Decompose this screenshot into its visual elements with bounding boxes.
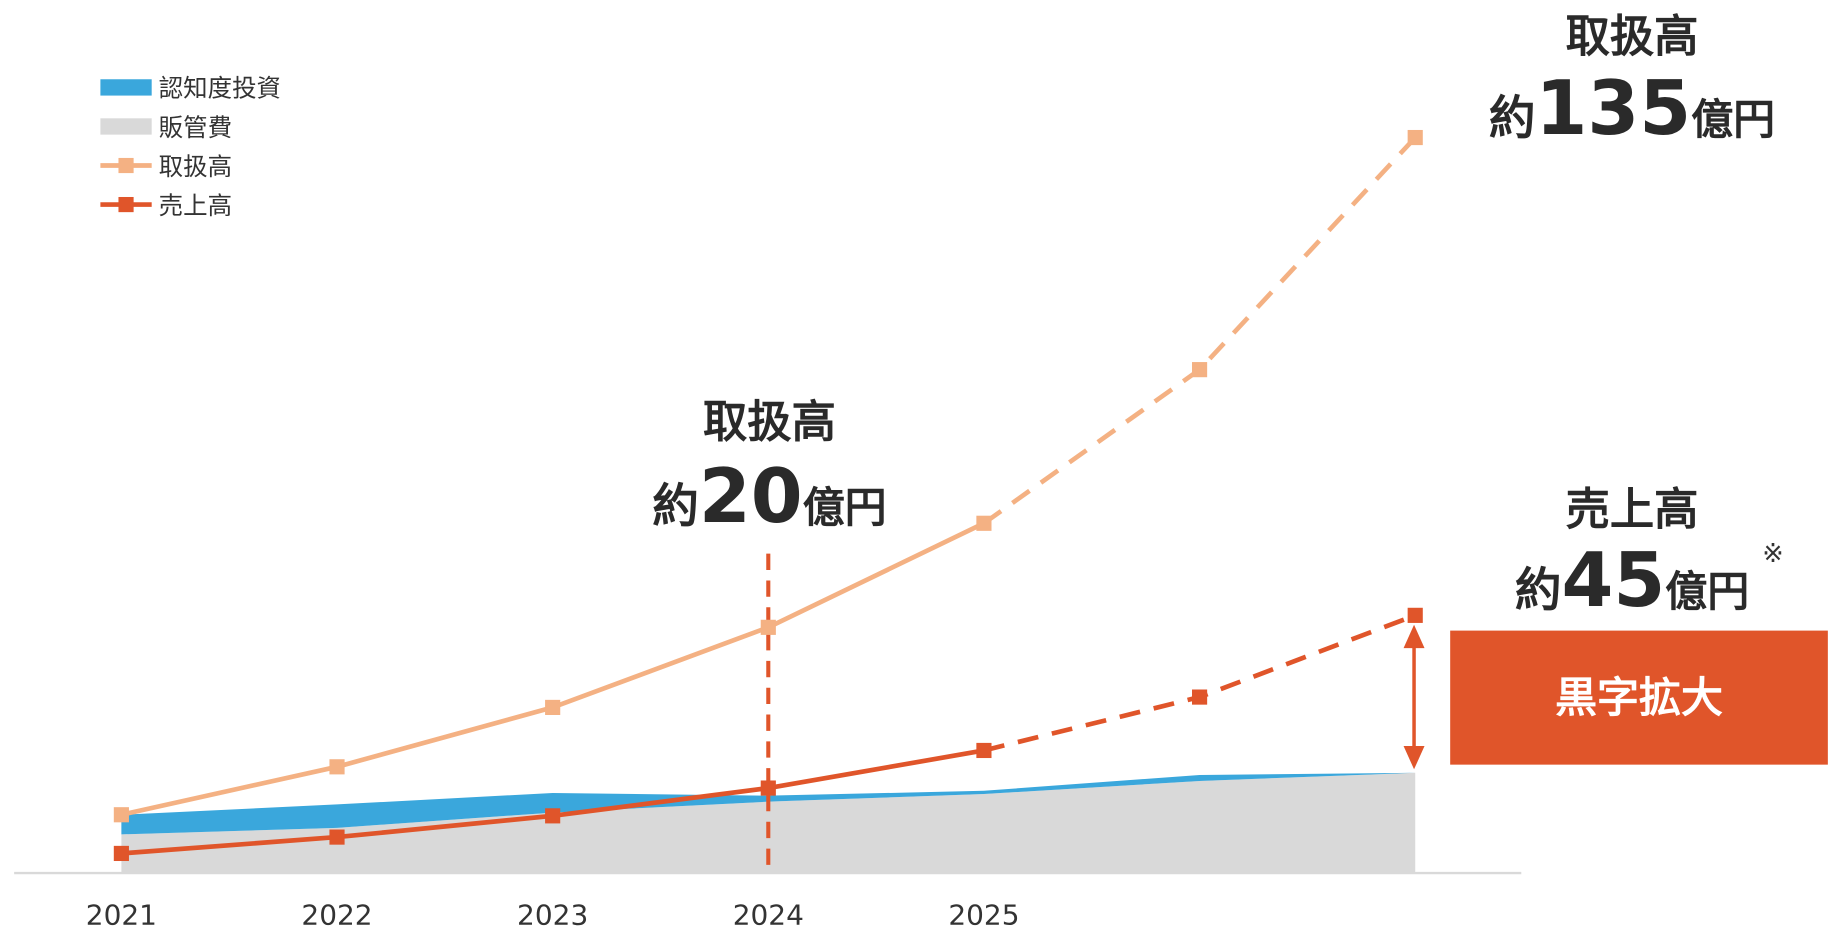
line-forecast [982, 135, 1417, 526]
number: 135 [1536, 65, 1692, 152]
legend-swatch [118, 157, 134, 174]
annotation-value: 約20億円 [652, 453, 886, 540]
marker [545, 808, 561, 824]
legend-label: 売上高 [159, 191, 232, 220]
prefix: 約 [1489, 91, 1536, 145]
marker [1407, 129, 1423, 146]
callout-box [1450, 630, 1828, 765]
unit: 億円 [803, 483, 887, 532]
marker [113, 845, 129, 862]
unit: 億円 [1691, 95, 1775, 144]
marker [976, 515, 992, 531]
legend-label: 認知度投資 [159, 74, 281, 103]
number: 20 [699, 453, 803, 540]
marker [1192, 689, 1208, 705]
legend-swatch [100, 79, 152, 96]
prefix: 約 [1515, 563, 1562, 617]
annotation-value: 約45億円 [1515, 537, 1749, 624]
marker [976, 742, 992, 759]
unit: 億円 [1665, 567, 1749, 616]
marker [760, 780, 776, 796]
marker [760, 619, 776, 635]
x-tick-label: 2021 [86, 898, 157, 929]
legend-swatch [118, 196, 134, 213]
callout-text: 黒字拡大 [1555, 673, 1723, 722]
legend-swatch [100, 118, 152, 135]
area [121, 772, 1416, 835]
marker [329, 829, 345, 845]
line-forecast [983, 613, 1417, 753]
x-tick-label: 2025 [948, 898, 1019, 929]
legend-label: 販管費 [159, 113, 232, 142]
arrow [1403, 624, 1425, 770]
number: 45 [1561, 537, 1665, 624]
marker [545, 699, 561, 716]
marker [1192, 362, 1208, 378]
marker [329, 759, 345, 775]
x-tick-label: 2022 [301, 898, 372, 929]
annotation-title: 取扱高 [703, 397, 836, 448]
prefix: 約 [652, 479, 699, 533]
x-tick-label: 2024 [733, 898, 804, 929]
annotation-title: 売上高 [1566, 485, 1699, 536]
marker [1407, 607, 1423, 623]
x-tick-label: 2023 [517, 898, 588, 929]
legend-label: 取扱高 [159, 152, 232, 181]
annotation-value: 約135億円 [1489, 65, 1775, 152]
marker [113, 807, 129, 823]
annotation-title: 取扱高 [1566, 11, 1699, 62]
arrow-head [1403, 624, 1425, 649]
arrow-head [1403, 745, 1425, 770]
note-mark: ※ [1762, 539, 1783, 569]
